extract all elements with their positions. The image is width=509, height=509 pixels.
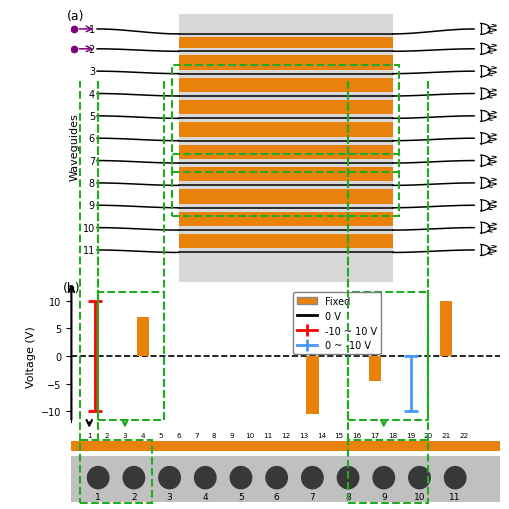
Text: (b): (b)	[63, 282, 80, 295]
Text: 5: 5	[158, 432, 163, 438]
Circle shape	[230, 467, 251, 489]
Bar	[178, 78, 392, 93]
Text: 18: 18	[387, 432, 397, 438]
Circle shape	[408, 467, 430, 489]
Bar	[178, 123, 392, 137]
Bar	[178, 101, 392, 115]
Text: (a): (a)	[67, 10, 84, 23]
Bar	[178, 190, 392, 204]
Bar	[71, 456, 509, 502]
Text: 4: 4	[202, 492, 208, 501]
Bar	[71, 441, 509, 451]
Text: 7: 7	[309, 492, 315, 501]
Circle shape	[266, 467, 287, 489]
Text: 21: 21	[441, 432, 450, 438]
Text: $|0\rangle$: $|0\rangle$	[376, 506, 390, 509]
Circle shape	[194, 467, 216, 489]
Bar	[348, 440, 428, 502]
Circle shape	[373, 467, 394, 489]
Text: 6: 6	[273, 492, 279, 501]
Text: 6: 6	[89, 134, 95, 144]
Bar	[172, 66, 399, 173]
Text: 6: 6	[176, 432, 181, 438]
Text: $|0\rangle$: $|0\rangle$	[91, 506, 105, 509]
Bar	[80, 440, 152, 502]
Circle shape	[123, 467, 145, 489]
Bar	[178, 168, 392, 182]
Text: 9: 9	[229, 432, 234, 438]
Text: $|1\rangle$: $|1\rangle$	[126, 506, 141, 509]
Bar	[368, 356, 380, 381]
Text: 16: 16	[352, 432, 361, 438]
Text: 1: 1	[95, 492, 101, 501]
Circle shape	[301, 467, 323, 489]
Bar	[178, 56, 392, 70]
Text: 10: 10	[82, 223, 95, 233]
Text: 7: 7	[89, 156, 95, 166]
Bar	[178, 235, 392, 249]
Text: 8: 8	[345, 492, 350, 501]
Bar	[178, 146, 392, 160]
Bar	[178, 212, 392, 227]
Legend: Fixed, 0 V, -10 ~ 10 V, 0 ~ -10 V: Fixed, 0 V, -10 ~ 10 V, 0 ~ -10 V	[293, 292, 380, 355]
Bar	[172, 155, 399, 217]
Text: 13: 13	[298, 432, 307, 438]
Circle shape	[88, 467, 109, 489]
Text: 7: 7	[193, 432, 199, 438]
Text: $|1\rangle$: $|1\rangle$	[411, 506, 426, 509]
Bar	[348, 293, 428, 420]
Text: 2: 2	[131, 492, 136, 501]
Text: 2: 2	[89, 45, 95, 54]
Circle shape	[444, 467, 465, 489]
Bar	[305, 356, 318, 414]
Bar	[178, 15, 392, 282]
Text: 22: 22	[459, 432, 468, 438]
Text: 3: 3	[122, 432, 127, 438]
Text: 14: 14	[316, 432, 325, 438]
Text: 8: 8	[89, 179, 95, 188]
Text: 17: 17	[370, 432, 379, 438]
Text: 12: 12	[280, 432, 290, 438]
Text: 10: 10	[245, 432, 254, 438]
Text: 5: 5	[89, 111, 95, 122]
Circle shape	[337, 467, 358, 489]
Text: 1: 1	[89, 25, 95, 35]
Text: 1: 1	[87, 432, 92, 438]
Text: 11: 11	[263, 432, 272, 438]
Bar	[439, 301, 451, 356]
Y-axis label: Voltage (V): Voltage (V)	[25, 325, 36, 387]
Bar	[98, 293, 164, 420]
Text: 19: 19	[405, 432, 414, 438]
Text: 3: 3	[89, 67, 95, 77]
Text: 10: 10	[413, 492, 425, 501]
Text: 2: 2	[104, 432, 109, 438]
Text: Waveguides: Waveguides	[70, 112, 80, 180]
Text: 9: 9	[380, 492, 386, 501]
Text: 15: 15	[334, 432, 343, 438]
Text: 11: 11	[448, 492, 460, 501]
Text: 8: 8	[211, 432, 216, 438]
Text: 3: 3	[166, 492, 172, 501]
Text: 9: 9	[89, 201, 95, 211]
Text: 5: 5	[238, 492, 243, 501]
Bar	[178, 38, 392, 49]
Text: 4: 4	[89, 90, 95, 99]
Circle shape	[159, 467, 180, 489]
Text: 4: 4	[140, 432, 145, 438]
Bar	[136, 318, 149, 356]
Text: 11: 11	[82, 245, 95, 256]
Text: 20: 20	[423, 432, 432, 438]
